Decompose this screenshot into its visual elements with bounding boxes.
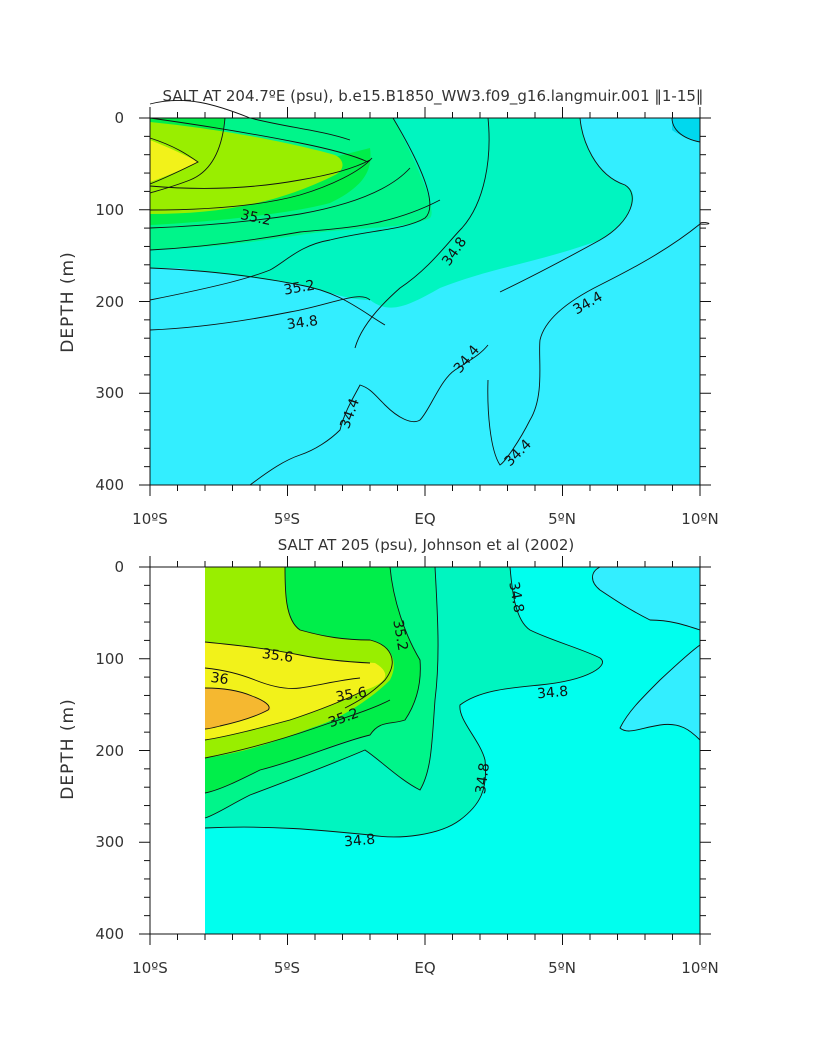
y-axis-label-model: DEPTH (m) [58,251,78,352]
y-tick-label: 400 [95,476,124,494]
y-tick-label: 0 [114,558,124,576]
y-tick-label: 200 [95,293,124,311]
contour-line [249,344,489,486]
x-tick-label: 10ºS [132,959,168,977]
contour-line [149,117,226,194]
contour-lines-observations [204,566,701,838]
x-tick-label: 10ºS [132,510,168,528]
x-tick-labels-model: 10ºS 5ºS EQ 5ºN 10ºN [132,510,719,528]
contour-line [284,566,393,709]
contour-label: 34.8 [505,581,526,614]
x-tick-label: 5ºS [274,959,300,977]
contour-labels-observations: 34.8 35.2 35.6 36 35.6 35.2 34.8 34.8 34… [210,581,569,851]
fill-band-34.6-north2-obs [620,645,700,740]
contour-line [149,137,199,185]
contour-line [149,267,386,326]
fill-band-34.6-north-obs [592,567,700,630]
contour-line [149,157,373,211]
contour-line [204,687,270,730]
contour-line [354,117,490,349]
x-tick-labels-observations: 10ºS 5ºS EQ 5ºN 10ºN [132,959,719,977]
contour-line [619,644,701,741]
y-tick-labels-observations: 0 100 200 300 400 [95,558,124,943]
contour-line [204,667,361,689]
y-tick-label: 100 [95,201,124,219]
contour-label: 35.6 [261,646,294,666]
contour-label: 35.2 [239,207,273,229]
x-tick-label: 5ºS [274,510,300,528]
contour-line [149,159,371,189]
contour-line [149,167,411,229]
contour-line [699,222,710,225]
contour-line [204,641,371,664]
contour-line [149,117,369,163]
y-tick-label: 300 [95,384,124,402]
contour-line [204,566,439,819]
axis-ticks-observations [139,556,711,945]
contour-line [204,689,366,741]
y-axis-label-observations: DEPTH (m) [58,698,78,799]
x-tick-label: EQ [414,510,435,528]
panel-observations: SALT AT 205 (psu), Johnson et al (2002) … [58,536,719,977]
contour-label: 34.8 [286,313,319,333]
y-tick-label: 200 [95,742,124,760]
y-tick-label: 100 [95,650,124,668]
contour-label: 34.8 [473,762,493,795]
fill-band-34.2-model [672,118,700,142]
fill-band-36.0-obs [205,688,271,729]
axis-ticks-model [139,107,711,496]
contour-line [499,117,633,293]
y-tick-label: 0 [114,109,124,127]
contour-line [592,566,701,631]
chart-title-observations: SALT AT 205 (psu), Johnson et al (2002) [278,536,575,554]
x-tick-label: 10ºN [681,959,718,977]
contour-line [149,117,431,301]
x-tick-label: 10ºN [681,510,718,528]
panel-model: SALT AT 204.7ºE (psu), b.e15.B1850_WW3.f… [58,87,719,528]
salinity-field-model [150,118,700,485]
contour-line [204,699,391,759]
y-tick-labels-model: 0 100 200 300 400 [95,109,124,494]
contour-line [204,566,603,838]
x-tick-label: EQ [414,959,435,977]
chart-title-model: SALT AT 204.7ºE (psu), b.e15.B1850_WW3.f… [163,87,704,106]
contour-line [149,199,441,251]
contour-line [487,223,701,466]
contour-label: 35.2 [283,277,316,298]
contour-label: 35.2 [389,619,410,652]
salinity-field-observations [205,567,700,934]
fill-band-35.6-model [150,140,198,182]
contour-line [149,296,371,331]
contour-line [204,566,421,794]
contour-label: 34.8 [343,832,375,851]
contour-label: 35.6 [335,684,369,705]
x-tick-label: 5ºN [548,959,576,977]
fill-35.4-tongue-model [150,122,343,214]
y-tick-label: 400 [95,925,124,943]
x-tick-label: 5ºN [548,510,576,528]
contour-label: 36 [210,670,230,688]
contour-line [671,117,701,143]
y-tick-label: 300 [95,833,124,851]
contour-label: 34.8 [536,684,568,703]
